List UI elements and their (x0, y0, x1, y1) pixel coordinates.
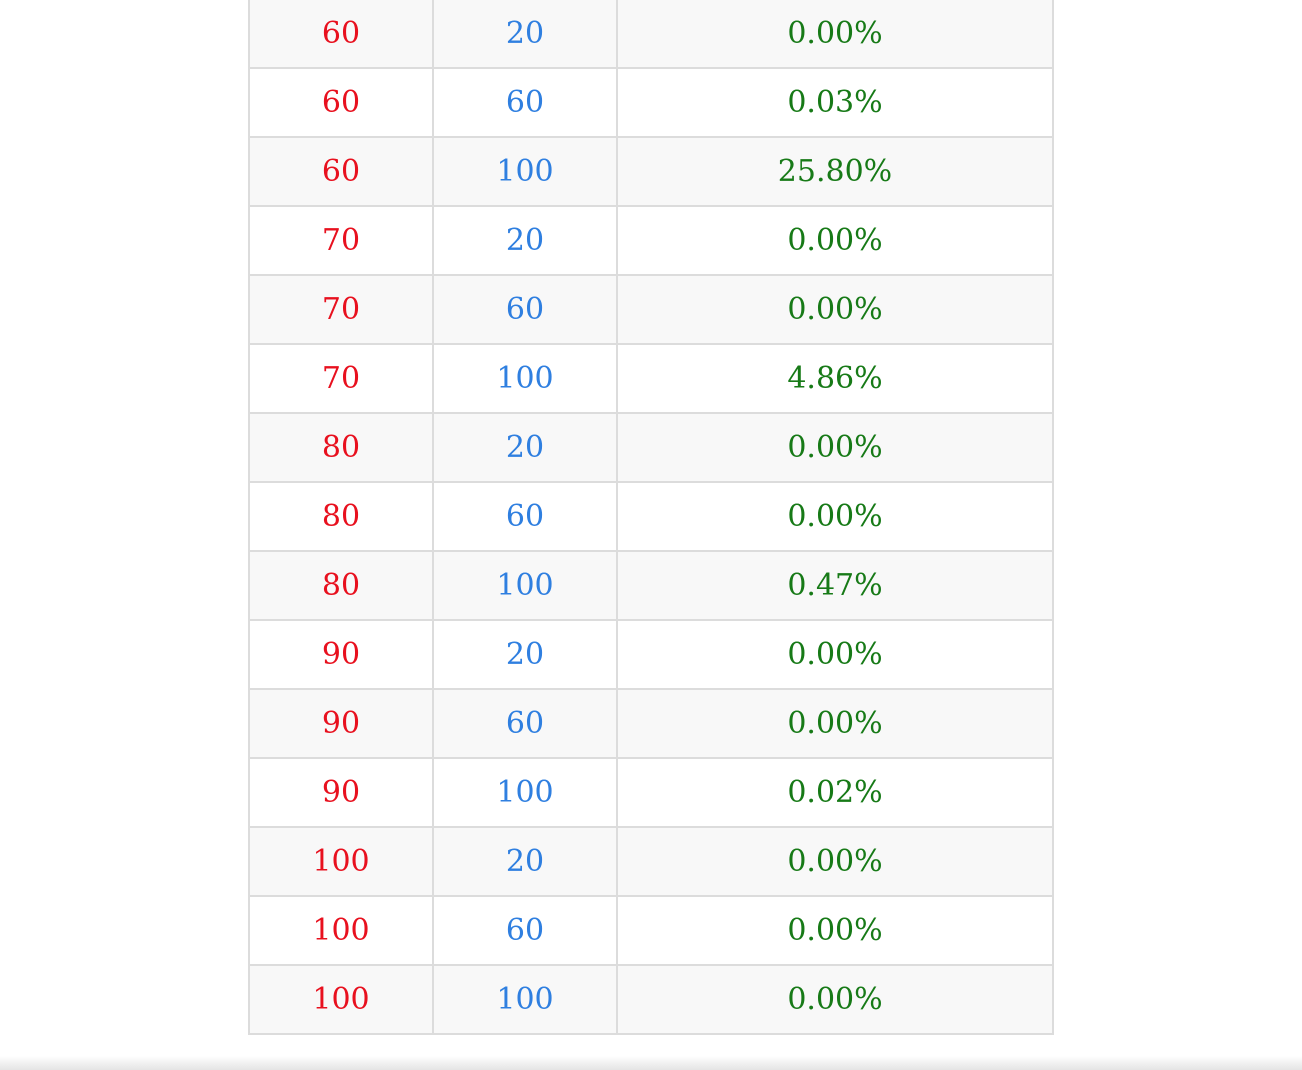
cell-col1: 80 (248, 412, 434, 483)
cell-col2: 60 (432, 688, 618, 759)
table-row: 70 60 0.00% (248, 274, 1054, 345)
cell-col3: 0.00% (616, 481, 1054, 552)
cell-col3: 0.00% (616, 274, 1054, 345)
cell-col2: 100 (432, 964, 618, 1035)
cell-col1: 90 (248, 757, 434, 828)
table-row: 60 100 25.80% (248, 136, 1054, 207)
cell-col2: 60 (432, 274, 618, 345)
cell-col3: 0.00% (616, 0, 1054, 69)
cell-col1: 80 (248, 481, 434, 552)
cell-col3: 0.00% (616, 619, 1054, 690)
results-table-container: 60 20 0.00% 60 60 0.03% 60 100 25.80% 70… (248, 0, 1054, 1035)
cell-col2: 60 (432, 481, 618, 552)
cell-col2: 60 (432, 67, 618, 138)
cell-col3: 0.02% (616, 757, 1054, 828)
cell-col3: 0.00% (616, 205, 1054, 276)
cell-col1: 60 (248, 136, 434, 207)
table-row: 90 20 0.00% (248, 619, 1054, 690)
cell-col1: 70 (248, 274, 434, 345)
table-row: 90 60 0.00% (248, 688, 1054, 759)
cell-col3: 0.00% (616, 964, 1054, 1035)
table-row: 70 20 0.00% (248, 205, 1054, 276)
cell-col2: 100 (432, 757, 618, 828)
cell-col2: 100 (432, 343, 618, 414)
cell-col1: 70 (248, 205, 434, 276)
cell-col3: 0.00% (616, 826, 1054, 897)
cell-col2: 20 (432, 0, 618, 69)
cell-col1: 70 (248, 343, 434, 414)
table-row: 80 20 0.00% (248, 412, 1054, 483)
cell-col2: 20 (432, 412, 618, 483)
cell-col3: 4.86% (616, 343, 1054, 414)
cell-col2: 100 (432, 550, 618, 621)
cell-col3: 0.00% (616, 412, 1054, 483)
cell-col2: 20 (432, 205, 618, 276)
table-row: 100 20 0.00% (248, 826, 1054, 897)
cell-col2: 100 (432, 136, 618, 207)
table-row: 70 100 4.86% (248, 343, 1054, 414)
cell-col3: 0.00% (616, 688, 1054, 759)
page-bottom-shadow (0, 1056, 1302, 1070)
cell-col1: 60 (248, 0, 434, 69)
cell-col3: 0.00% (616, 895, 1054, 966)
cell-col2: 20 (432, 826, 618, 897)
table-row: 100 100 0.00% (248, 964, 1054, 1035)
cell-col1: 100 (248, 895, 434, 966)
cell-col1: 80 (248, 550, 434, 621)
cell-col2: 20 (432, 619, 618, 690)
table-row: 80 60 0.00% (248, 481, 1054, 552)
cell-col1: 90 (248, 688, 434, 759)
cell-col3: 0.03% (616, 67, 1054, 138)
cell-col3: 0.47% (616, 550, 1054, 621)
cell-col1: 100 (248, 826, 434, 897)
cell-col1: 90 (248, 619, 434, 690)
cell-col3: 25.80% (616, 136, 1054, 207)
cell-col2: 60 (432, 895, 618, 966)
cell-col1: 60 (248, 67, 434, 138)
table-row: 60 60 0.03% (248, 67, 1054, 138)
table-row: 60 20 0.00% (248, 0, 1054, 69)
results-table: 60 20 0.00% 60 60 0.03% 60 100 25.80% 70… (248, 0, 1054, 1035)
table-row: 100 60 0.00% (248, 895, 1054, 966)
table-row: 90 100 0.02% (248, 757, 1054, 828)
table-row: 80 100 0.47% (248, 550, 1054, 621)
cell-col1: 100 (248, 964, 434, 1035)
